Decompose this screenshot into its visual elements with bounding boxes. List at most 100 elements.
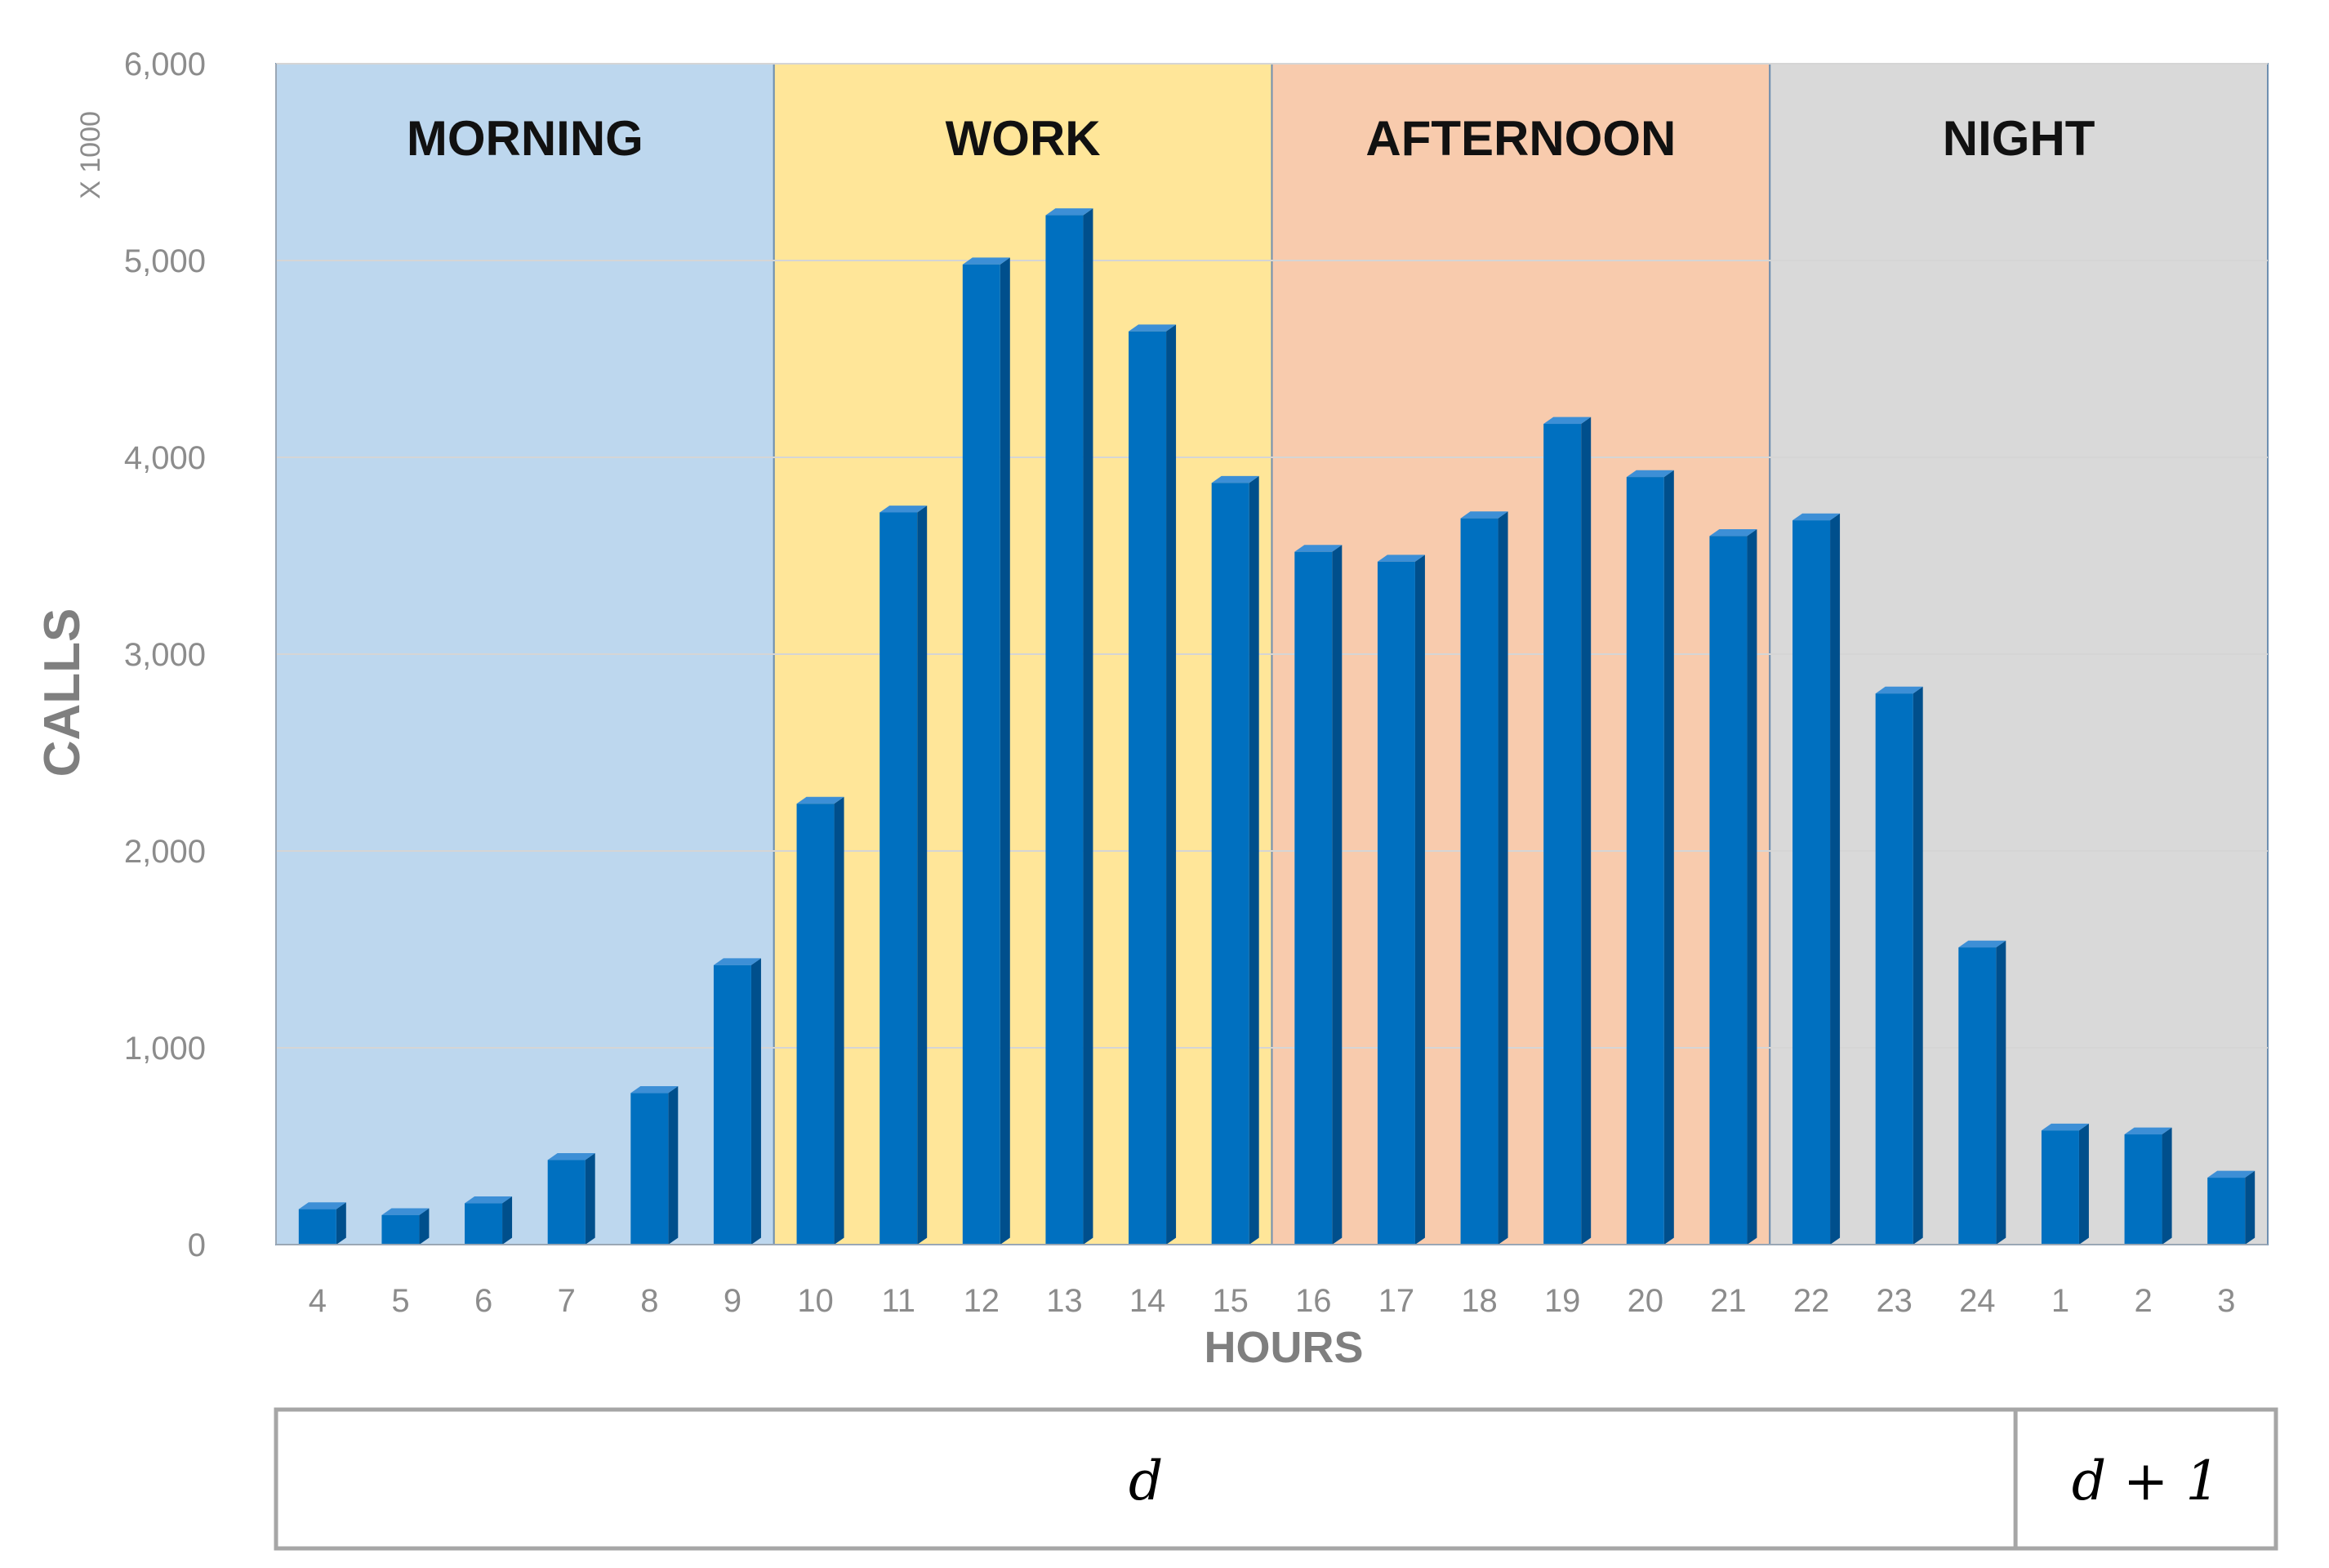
bar-side <box>1249 475 1259 1245</box>
x-tick-label: 5 <box>391 1283 409 1319</box>
bar-side <box>1913 686 1923 1245</box>
bar-side <box>2078 1123 2089 1245</box>
bar-side <box>585 1152 595 1245</box>
x-axis-label: HOURS <box>1204 1323 1363 1372</box>
bar-top <box>1543 416 1592 425</box>
bar-top <box>2041 1123 2089 1131</box>
x-tick-label: 16 <box>1295 1283 1332 1319</box>
x-tick-label: 8 <box>640 1283 658 1319</box>
bar-top <box>1792 513 1841 521</box>
bar-side <box>1083 208 1093 1245</box>
bar-top <box>381 1208 430 1215</box>
bar-side <box>1663 470 1674 1245</box>
y-tick-label: 1,000 <box>124 1031 206 1067</box>
bar-13 <box>1045 208 1093 1245</box>
bar-side <box>1000 257 1010 1245</box>
bar-front <box>1875 693 1913 1245</box>
bar-front <box>1958 947 1997 1245</box>
bar-top <box>2207 1170 2256 1178</box>
bar-7 <box>547 1152 595 1245</box>
bar-side <box>668 1086 679 1245</box>
bar-front <box>1709 536 1748 1245</box>
x-tick-label: 23 <box>1876 1283 1913 1319</box>
bar-front <box>1294 551 1333 1245</box>
x-tick-label: 14 <box>1129 1283 1166 1319</box>
axes: 0 1,000 2,000 3,000 4,000 5,000 6,000 4 5 6 7 8 9 10 1… <box>124 47 2268 1319</box>
bar-front <box>879 512 918 1245</box>
y-tick-label: 0 <box>188 1227 206 1263</box>
bar-side <box>1996 940 2006 1245</box>
bar-side <box>1747 529 1757 1245</box>
bar-24 <box>1958 940 2006 1245</box>
bar-top <box>1294 545 1343 552</box>
bar-top <box>1211 475 1259 483</box>
bar-17 <box>1377 555 1425 1245</box>
bar-16 <box>1294 545 1343 1245</box>
x-tick-label: 9 <box>724 1283 741 1319</box>
bar-front <box>630 1093 669 1245</box>
bar-front <box>547 1160 586 1245</box>
bars <box>298 208 2256 1245</box>
bar-front <box>796 804 835 1245</box>
bar-front <box>1626 477 1664 1245</box>
bar-19 <box>1543 416 1592 1245</box>
bar-top <box>713 958 761 965</box>
day-label-d: d <box>1129 1450 1163 1512</box>
bar-2 <box>2124 1127 2172 1245</box>
period-label-work: WORK <box>946 111 1101 166</box>
bar-front <box>713 964 751 1245</box>
bar-18 <box>1460 511 1508 1245</box>
bar-side <box>1498 511 1508 1245</box>
x-tick-label: 24 <box>1959 1283 1996 1319</box>
bar-14 <box>1129 324 1177 1245</box>
y-tick-label: 4,000 <box>124 440 206 476</box>
x-tick-label: 13 <box>1046 1283 1083 1319</box>
bar-5 <box>381 1208 430 1245</box>
bar-3 <box>2207 1170 2256 1245</box>
period-label-night: NIGHT <box>1943 111 2095 166</box>
bar-9 <box>713 958 761 1245</box>
bar-20 <box>1626 470 1674 1245</box>
x-tick-label: 11 <box>881 1283 915 1319</box>
bar-side <box>1166 324 1177 1245</box>
bar-side <box>419 1208 430 1245</box>
bar-4 <box>298 1202 346 1245</box>
bar-10 <box>796 796 844 1245</box>
bar-side <box>502 1196 513 1245</box>
bar-side <box>1830 513 1841 1245</box>
bar-1 <box>2041 1123 2089 1245</box>
bar-side <box>1332 545 1343 1245</box>
bar-12 <box>962 257 1010 1245</box>
bar-23 <box>1875 686 1923 1245</box>
bar-6 <box>465 1196 513 1245</box>
x-tick-label: 12 <box>964 1283 1000 1319</box>
bar-top <box>630 1086 679 1094</box>
bar-side <box>917 506 928 1245</box>
bar-top <box>1045 208 1093 216</box>
bar-front <box>298 1209 336 1245</box>
bar-side <box>2245 1170 2256 1245</box>
x-tick-label: 3 <box>2217 1283 2235 1319</box>
bar-top <box>1460 511 1508 519</box>
bar-15 <box>1211 475 1259 1245</box>
bar-top <box>298 1202 346 1209</box>
bar-front <box>1460 518 1498 1245</box>
period-label-afternoon: AFTERNOON <box>1365 111 1676 166</box>
x-tick-label: 22 <box>1793 1283 1830 1319</box>
bar-top <box>962 257 1010 265</box>
bar-top <box>1626 470 1674 478</box>
x-tick-label: 19 <box>1544 1283 1581 1319</box>
bar-front <box>1211 483 1249 1245</box>
bar-8 <box>630 1086 679 1245</box>
x-tick-label: 21 <box>1710 1283 1747 1319</box>
bar-side <box>1581 416 1592 1245</box>
bar-top <box>1875 686 1923 694</box>
chart-labels: CALLS X 1000 HOURS <box>34 111 1364 1372</box>
bar-21 <box>1709 529 1757 1245</box>
x-tick-label: 2 <box>2134 1283 2152 1319</box>
period-label-morning: MORNING <box>407 111 643 166</box>
y-tick-label: 5,000 <box>124 243 206 279</box>
bar-top <box>1129 324 1177 332</box>
bar-top <box>1709 529 1757 537</box>
